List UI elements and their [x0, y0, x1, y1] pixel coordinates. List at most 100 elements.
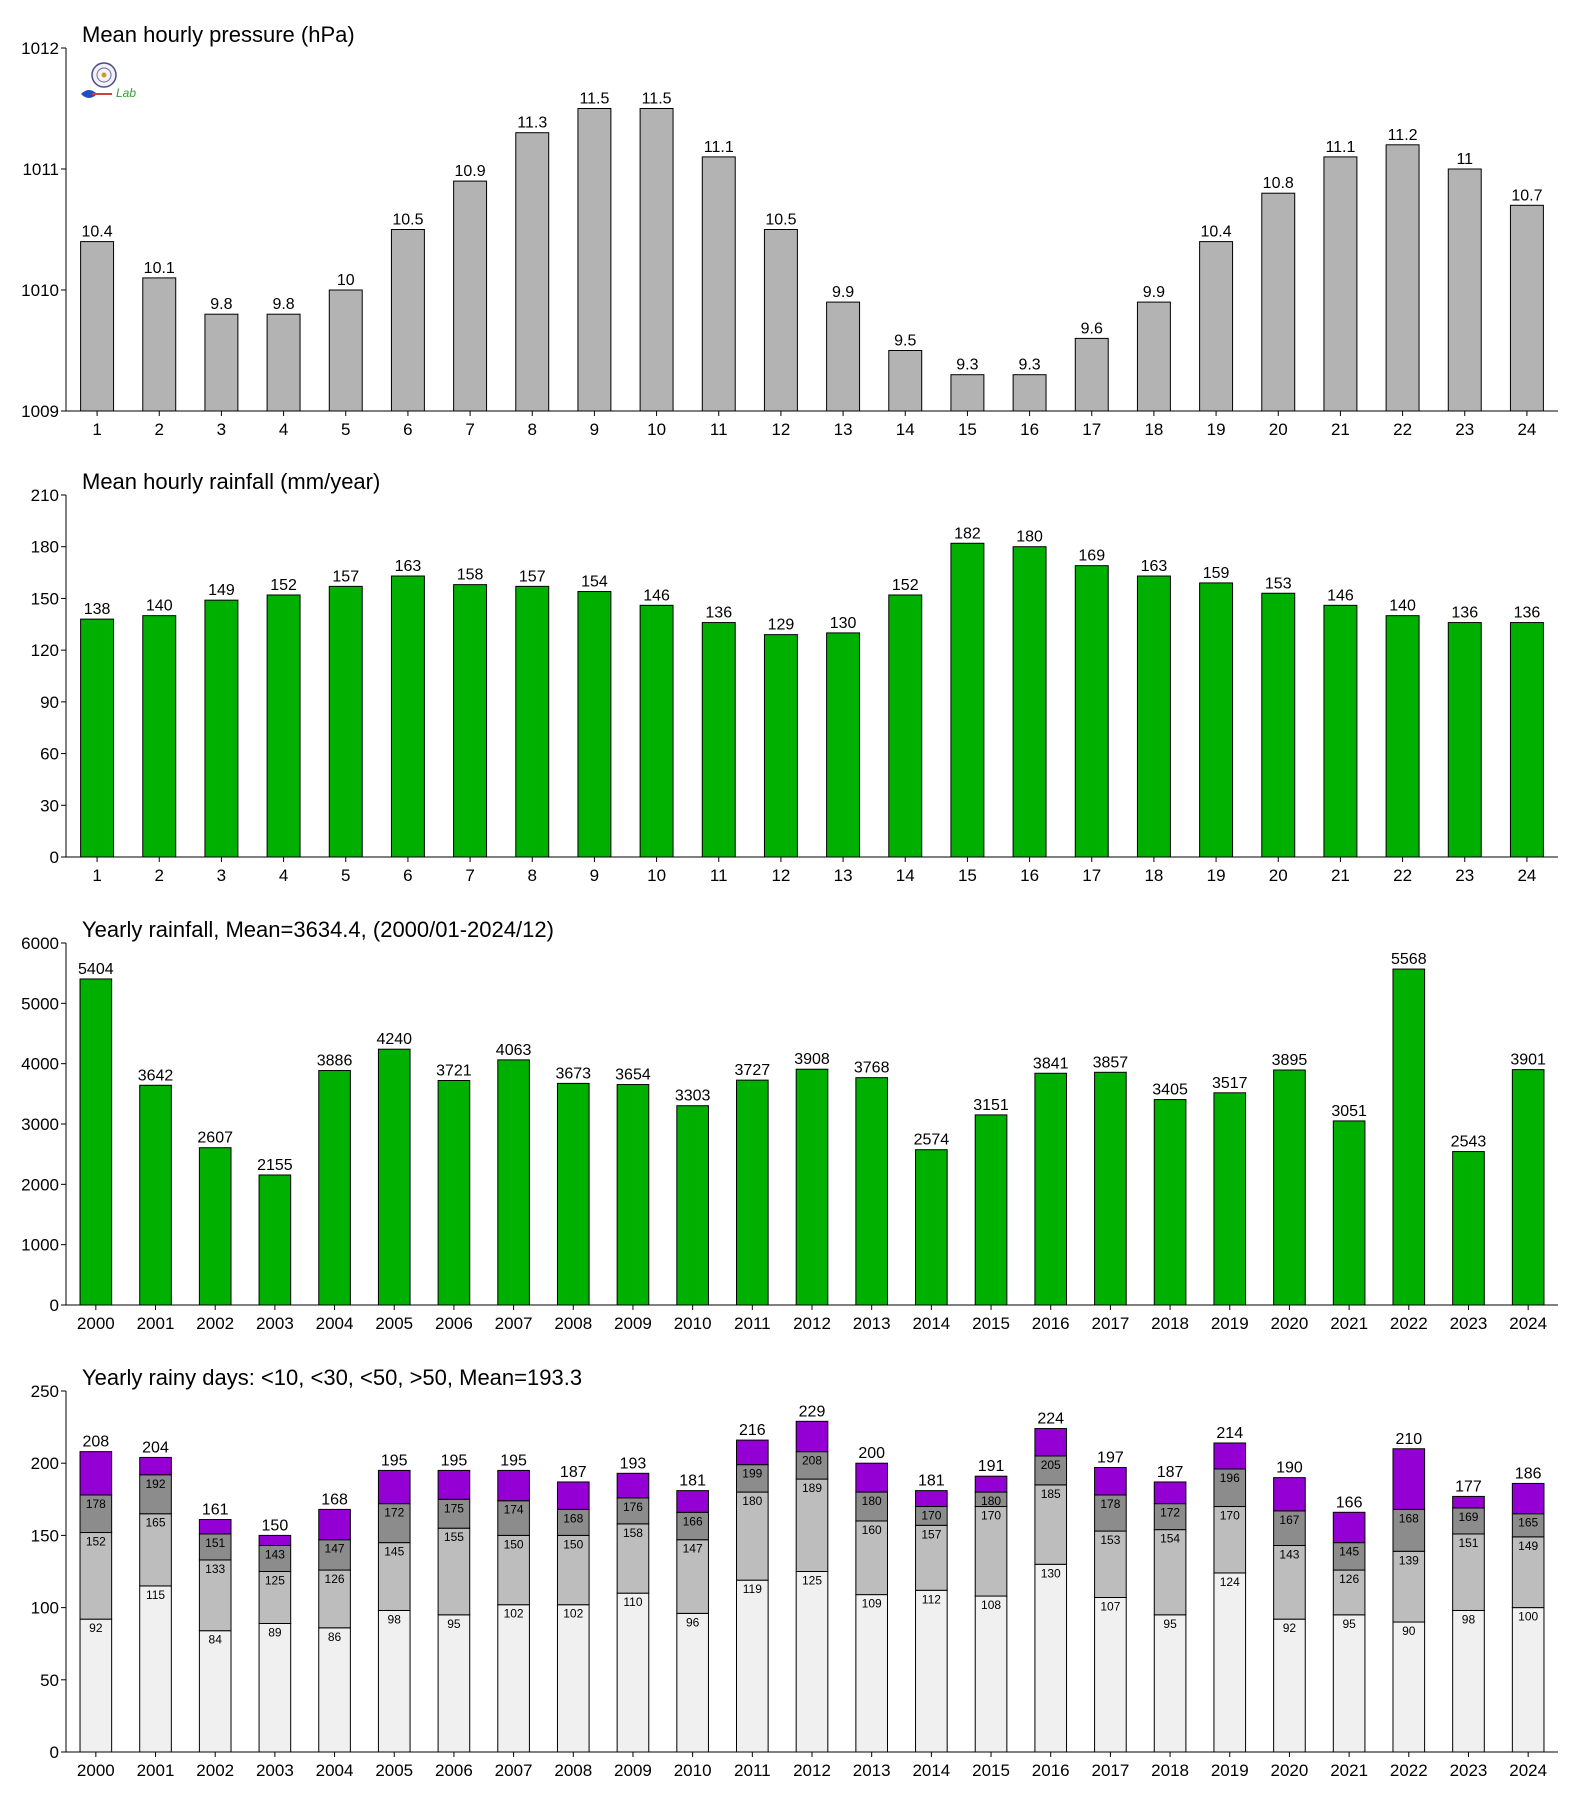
segment-label: 130 — [1041, 1566, 1061, 1580]
segment-label: 126 — [325, 1572, 345, 1586]
x-tick-label: 2 — [155, 866, 164, 885]
bar — [1452, 1151, 1485, 1306]
bar-segment-gt50 — [616, 1472, 650, 1499]
bar — [1261, 192, 1296, 412]
segment-label: 189 — [802, 1481, 822, 1495]
segment-label: 176 — [623, 1500, 643, 1514]
bar — [639, 108, 674, 412]
y-tick-label: 50 — [40, 1671, 59, 1690]
bar-segment-lt30 — [676, 1539, 709, 1614]
data-label: 149 — [208, 582, 235, 599]
bar — [142, 615, 177, 858]
x-tick-label: 24 — [1517, 866, 1536, 885]
x-tick-label: 2003 — [256, 1761, 294, 1780]
bar-segment-lt30 — [1392, 1550, 1426, 1623]
segment-label: 174 — [504, 1503, 524, 1517]
data-label: 191 — [978, 1458, 1005, 1475]
bar — [453, 180, 488, 412]
data-label: 3895 — [1272, 1052, 1308, 1069]
y-tick-label: 1011 — [22, 160, 59, 179]
bar — [826, 301, 861, 412]
data-label: 153 — [1265, 575, 1292, 592]
data-label: 9.8 — [210, 296, 232, 313]
x-tick-label: 2008 — [554, 1761, 592, 1780]
data-label: 10.8 — [1263, 175, 1294, 192]
bar-segment-lt50 — [318, 1539, 351, 1571]
bar-segment-lt50 — [1273, 1510, 1306, 1547]
y-tick-label: 5000 — [21, 994, 59, 1013]
x-tick-label: 2021 — [1330, 1761, 1368, 1780]
bar-segment-lt10 — [676, 1612, 709, 1753]
data-label: 3768 — [854, 1060, 890, 1077]
y-tick-label: 2000 — [21, 1175, 59, 1194]
bar-segment-lt30 — [556, 1534, 590, 1606]
segment-label: 167 — [1279, 1513, 1299, 1527]
bar-segment-lt10 — [1392, 1621, 1426, 1753]
bar — [855, 1077, 888, 1306]
x-tick-label: 2011 — [734, 1314, 771, 1333]
x-tick-label: 22 — [1393, 420, 1412, 439]
bar — [639, 604, 674, 858]
y-tick-label: 120 — [31, 641, 59, 660]
bar — [515, 585, 550, 858]
data-label: 152 — [270, 577, 297, 594]
x-tick-label: 11 — [710, 420, 728, 439]
x-tick-label: 2006 — [435, 1761, 473, 1780]
bar — [318, 1070, 351, 1306]
segment-label: 155 — [444, 1530, 464, 1544]
bar-segment-lt30 — [1511, 1536, 1545, 1609]
x-tick-label: 3 — [217, 866, 226, 885]
lab-seal-logo-icon: Lab — [81, 62, 136, 100]
bar — [515, 132, 550, 412]
bar-segment-gt50 — [1034, 1428, 1068, 1457]
bar-segment-lt30 — [616, 1523, 650, 1594]
bar — [1213, 1092, 1247, 1306]
x-tick-label: 2010 — [674, 1314, 712, 1333]
data-label: 11.5 — [579, 91, 609, 108]
data-label: 10 — [337, 272, 355, 289]
data-label: 161 — [202, 1502, 229, 1519]
data-label: 11.1 — [1325, 139, 1355, 156]
data-label: 168 — [321, 1491, 348, 1508]
bar-segment-gt50 — [318, 1508, 351, 1541]
x-tick-label: 2003 — [256, 1314, 294, 1333]
x-tick-label: 21 — [1331, 866, 1350, 885]
x-tick-label: 7 — [465, 420, 474, 439]
data-label: 9.9 — [832, 284, 854, 301]
y-tick-label: 100 — [31, 1599, 59, 1618]
data-label: 181 — [679, 1473, 706, 1490]
bar-segment-lt30 — [198, 1559, 232, 1632]
segment-label: 92 — [89, 1621, 103, 1635]
chart-title: Mean hourly rainfall (mm/year) — [82, 469, 380, 494]
bar-segment-lt50 — [1332, 1542, 1366, 1571]
bar — [1136, 301, 1171, 412]
bar — [328, 289, 363, 412]
bar-segment-lt10 — [1153, 1614, 1187, 1753]
bar — [390, 229, 425, 412]
bar-segment-gt50 — [676, 1490, 709, 1513]
data-label: 210 — [1395, 1431, 1422, 1448]
data-label: 10.4 — [1201, 224, 1232, 241]
bar-segment-gt50 — [1332, 1511, 1366, 1544]
bar-segment-lt50 — [1094, 1494, 1127, 1532]
y-tick-label: 6000 — [21, 934, 59, 953]
x-tick-label: 12 — [771, 866, 790, 885]
bar-segment-lt10 — [437, 1614, 471, 1753]
y-tick-label: 150 — [31, 1526, 59, 1545]
x-tick-label: 9 — [590, 866, 599, 885]
bar-segment-gt50 — [1153, 1481, 1187, 1505]
data-label: 3673 — [555, 1065, 591, 1082]
bar — [1261, 592, 1296, 858]
bar-segment-gt50 — [1452, 1495, 1485, 1509]
bar-segment-lt50 — [198, 1533, 232, 1561]
chart-title: Yearly rainy days: <10, <30, <50, >50, M… — [82, 1365, 582, 1390]
bar-segment-gt50 — [198, 1519, 232, 1535]
data-label: 9.6 — [1081, 320, 1103, 337]
x-tick-label: 2009 — [614, 1314, 652, 1333]
segment-label: 95 — [447, 1617, 461, 1631]
data-label: 197 — [1097, 1450, 1124, 1467]
bar-segment-gt50 — [1511, 1482, 1545, 1515]
x-tick-label: 6 — [403, 420, 412, 439]
segment-label: 180 — [742, 1494, 762, 1508]
bar-segment-gt50 — [1273, 1477, 1306, 1512]
